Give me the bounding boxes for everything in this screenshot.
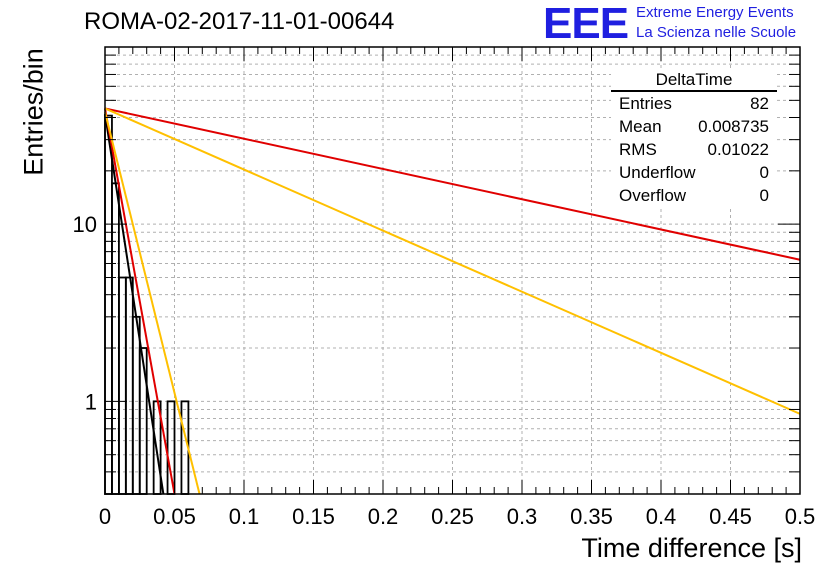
- stats-value: 0.01022: [707, 140, 769, 159]
- y-tick-label: 10: [73, 212, 97, 237]
- stats-title: DeltaTime: [611, 70, 777, 92]
- x-tick-label: 0.3: [507, 504, 538, 529]
- y-axis-label: Entries/bin: [18, 48, 49, 176]
- fit-curves: [104, 107, 801, 495]
- x-tick-label: 0.05: [153, 504, 196, 529]
- x-tick-label: 0.2: [368, 504, 399, 529]
- stats-value: 0: [759, 163, 769, 182]
- eee-logo: EEE: [543, 0, 629, 48]
- fit-line: [104, 107, 801, 261]
- histogram-bin: [104, 114, 113, 495]
- stats-box: DeltaTime Entries 82 Mean 0.008735 RMS 0…: [611, 70, 777, 208]
- tick-labels: 0 0.05 0.1 0.15 0.2 0.25 0.3 0.35 0.4 0.45 0.5 1 10: [73, 212, 816, 529]
- fit-line: [104, 108, 176, 495]
- fit-line: [104, 111, 201, 495]
- x-tick-label: 0.4: [646, 504, 677, 529]
- stats-value: 0: [759, 186, 769, 205]
- chart-title: ROMA-02-2017-11-01-00644: [84, 8, 395, 35]
- stats-value: 82: [750, 94, 769, 113]
- axis-ticks: [104, 47, 801, 495]
- x-tick-label: 0.25: [431, 504, 474, 529]
- logo-line-1: Extreme Energy Events: [636, 4, 794, 21]
- histogram-bin: [118, 276, 127, 495]
- histogram-bin: [111, 182, 120, 495]
- fit-line: [104, 107, 801, 415]
- x-tick-label: 0: [99, 504, 111, 529]
- stats-row: Entries 82: [611, 92, 777, 115]
- stats-label: RMS: [619, 140, 657, 159]
- stats-row: Overflow 0: [611, 184, 777, 207]
- stats-row: Mean 0.008735: [611, 115, 777, 138]
- stats-label: Mean: [619, 117, 662, 136]
- logo-line-2: La Scienza nelle Scuole: [636, 24, 797, 41]
- x-tick-label: 0.15: [292, 504, 335, 529]
- stats-label: Overflow: [619, 186, 687, 205]
- fit-line: [104, 113, 165, 495]
- stats-value: 0.008735: [698, 117, 769, 136]
- grid: [105, 47, 800, 495]
- histogram-bin: [131, 315, 141, 495]
- x-tick-label: 0.35: [570, 504, 613, 529]
- y-tick-label: 1: [85, 389, 97, 414]
- stats-row: Underflow 0: [611, 161, 777, 184]
- x-tick-label: 0.45: [709, 504, 752, 529]
- x-axis-label: Time difference [s]: [581, 533, 802, 563]
- stats-label: Entries: [619, 94, 672, 113]
- x-tick-label: 0.5: [785, 504, 816, 529]
- x-tick-label: 0.1: [229, 504, 260, 529]
- histogram-bin: [124, 276, 134, 495]
- stats-row: RMS 0.01022: [611, 138, 777, 161]
- stats-label: Underflow: [619, 163, 696, 182]
